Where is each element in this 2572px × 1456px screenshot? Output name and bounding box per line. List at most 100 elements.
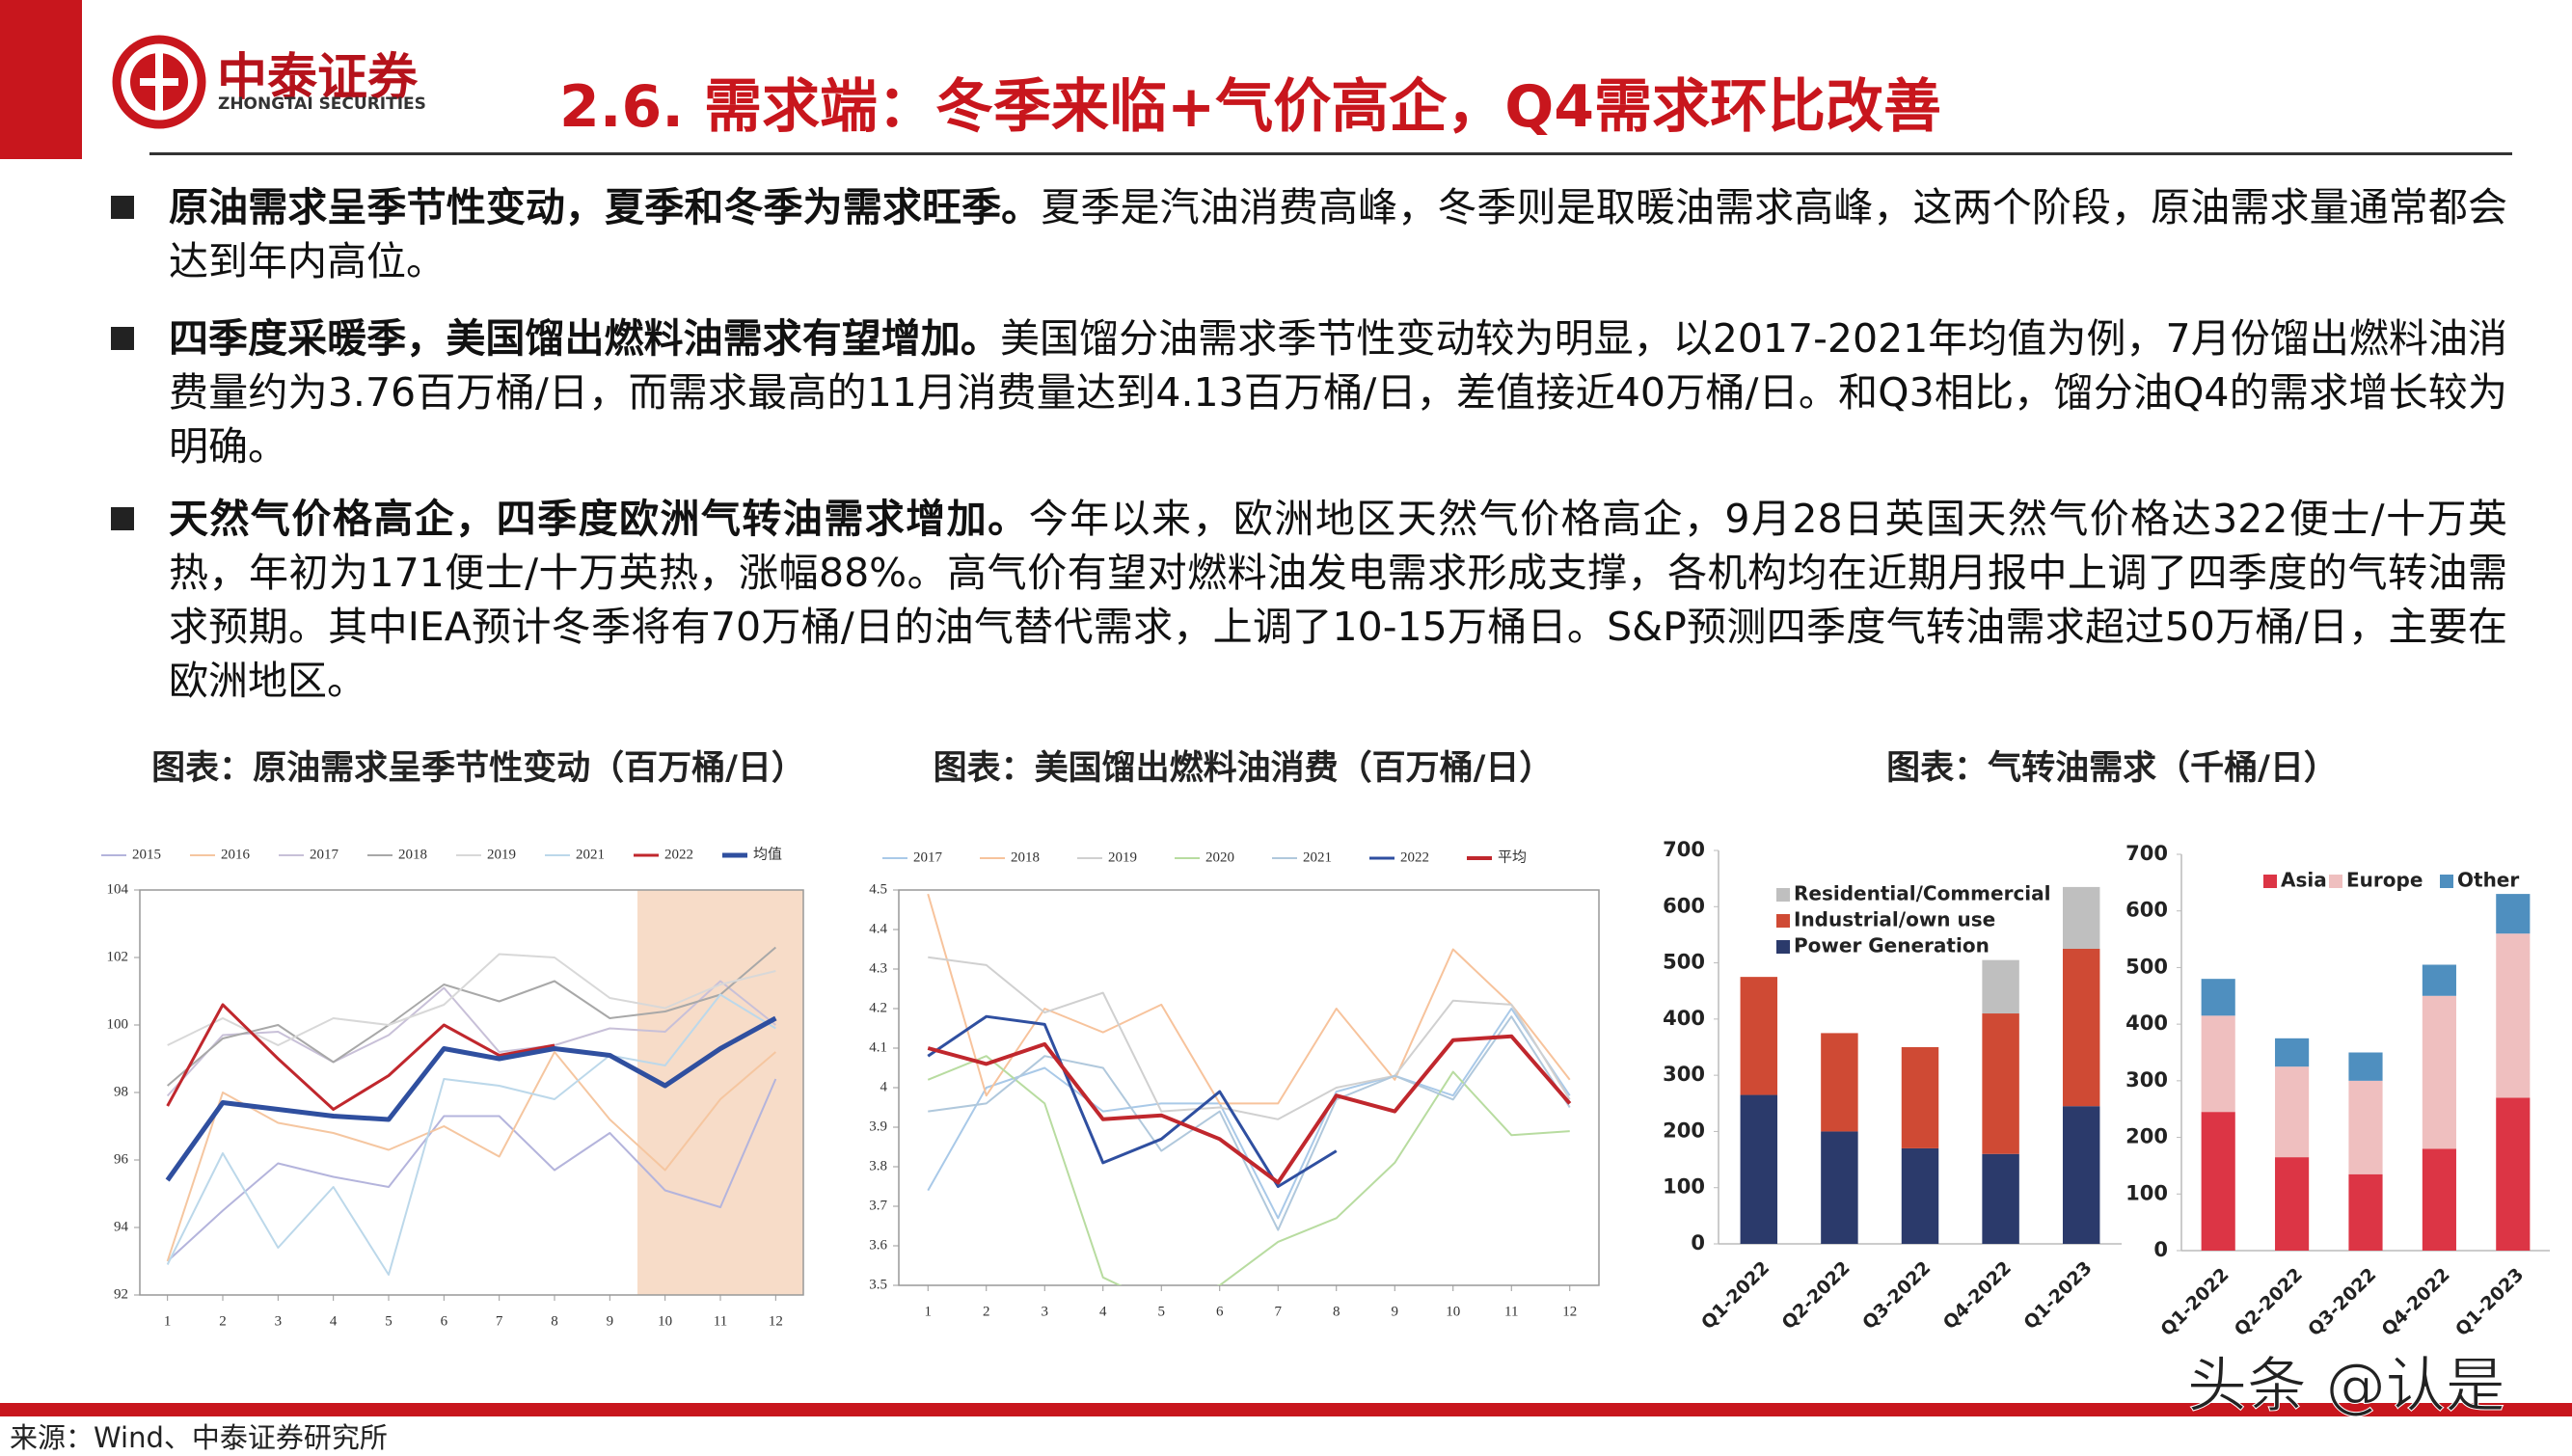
- x-tick-label: 7: [496, 1313, 503, 1329]
- chart-title: 图表：美国馏出燃料油消费（百万桶/日）: [934, 749, 1554, 788]
- x-tick-label: 10: [1446, 1304, 1460, 1319]
- x-tick-label: Q3-2022: [1858, 1257, 1935, 1334]
- x-tick-label: 6: [1216, 1304, 1224, 1319]
- bar-segment: [1740, 1094, 1778, 1244]
- y-tick-label: 94: [114, 1219, 129, 1234]
- y-tick-label: 98: [114, 1084, 128, 1099]
- x-tick-label: Q1-2023: [2451, 1264, 2528, 1340]
- y-tick-label: 300: [1663, 1063, 1705, 1086]
- y-tick-label: 700: [1663, 838, 1705, 861]
- y-tick-label: 200: [1663, 1119, 1705, 1142]
- legend-label: 2018: [1011, 849, 1040, 865]
- legend-label: Other: [2457, 869, 2519, 892]
- legend-label: 2019: [487, 847, 516, 862]
- chart-title: 图表：气转油需求（千桶/日）: [1886, 749, 2338, 788]
- x-tick-label: 3: [1042, 1304, 1049, 1319]
- bar-segment: [1821, 1131, 1858, 1244]
- x-tick-label: 8: [551, 1313, 558, 1329]
- legend-label: 2017: [310, 847, 339, 862]
- series-line: [167, 946, 776, 1087]
- series-line: [927, 1034, 1572, 1185]
- x-tick-label: Q4-2022: [1939, 1257, 2016, 1334]
- y-tick-label: 104: [107, 881, 129, 897]
- legend-swatch: [2440, 875, 2453, 888]
- watermark: 头条 @认是: [2187, 1350, 2506, 1421]
- bar-segment: [2275, 1038, 2310, 1067]
- x-tick-label: 2: [219, 1313, 227, 1329]
- x-tick-label: 3: [275, 1313, 283, 1329]
- bar-segment: [2201, 979, 2235, 1016]
- legend-label: 2018: [398, 847, 427, 862]
- bar-segment: [2201, 1112, 2235, 1251]
- bar-segment: [2062, 949, 2100, 1107]
- bullet: 原油需求呈季节性变动，夏季和冬季为需求旺季。夏季是汽油消费高峰，冬季则是取暖油需…: [111, 180, 2507, 288]
- legend-label: 2019: [1108, 849, 1137, 865]
- y-tick-label: 3.6: [869, 1237, 887, 1253]
- bullet-lead: 四季度采暖季，美国馏出燃料油需求有望增加。: [169, 315, 1000, 362]
- legend-label: 2021: [1303, 849, 1332, 865]
- bar-segment: [1821, 1033, 1858, 1132]
- bar-segment: [2496, 1097, 2531, 1251]
- bar-segment: [2275, 1157, 2310, 1251]
- legend-swatch: [1776, 888, 1790, 902]
- bar-segment: [2422, 995, 2456, 1149]
- bar-segment: [2496, 933, 2531, 1098]
- x-tick-label: 4: [1099, 1304, 1107, 1319]
- y-tick-label: 0: [1691, 1231, 1705, 1254]
- y-tick-label: 600: [2125, 899, 2168, 922]
- y-tick-label: 102: [107, 949, 129, 964]
- y-tick-label: 600: [1663, 894, 1705, 917]
- x-tick-label: Q2-2022: [2231, 1264, 2307, 1340]
- y-tick-label: 96: [114, 1151, 129, 1167]
- series-line: [166, 980, 776, 1097]
- legend-label: 2015: [132, 847, 161, 862]
- series-line: [166, 1051, 776, 1262]
- x-tick-label: Q1-2022: [2156, 1264, 2233, 1340]
- y-tick-label: 3.8: [869, 1158, 887, 1173]
- y-tick-label: 100: [107, 1016, 129, 1032]
- x-tick-label: Q3-2022: [2304, 1264, 2380, 1340]
- x-tick-label: Q4-2022: [2378, 1264, 2454, 1340]
- header-bar: [0, 0, 82, 159]
- bar-segment: [2348, 1052, 2383, 1081]
- bar-segment: [1740, 977, 1778, 1095]
- y-tick-label: 200: [2125, 1125, 2168, 1148]
- x-tick-label: Q1-2023: [2019, 1257, 2096, 1334]
- y-tick-label: 3.7: [869, 1198, 887, 1213]
- legend-label: Power Generation: [1794, 934, 1990, 957]
- bar-segment: [2062, 886, 2100, 949]
- y-tick-label: 4.1: [869, 1039, 887, 1055]
- legend-label: 平均: [1498, 849, 1527, 865]
- legend-swatch: [1776, 914, 1790, 928]
- legend-label: Asia: [2281, 869, 2327, 892]
- y-tick-label: 3.9: [869, 1119, 887, 1134]
- y-tick-label: 100: [1663, 1175, 1705, 1199]
- header-rule: [149, 152, 2512, 155]
- legend-label: 2017: [913, 849, 943, 865]
- series-line: [166, 1003, 555, 1111]
- x-tick-label: 8: [1333, 1304, 1340, 1319]
- y-tick-label: 400: [2125, 1011, 2168, 1035]
- logo-icon: [112, 35, 206, 129]
- y-tick-label: 500: [2125, 955, 2168, 978]
- y-tick-label: 4.3: [869, 960, 887, 976]
- bar-segment: [1982, 1153, 2019, 1244]
- bar-segment: [1982, 1013, 2019, 1154]
- legend-label: 2021: [576, 847, 605, 862]
- legend-label: Europe: [2346, 869, 2423, 892]
- series-line: [166, 993, 776, 1276]
- y-tick-label: 4.4: [869, 921, 887, 936]
- x-tick-label: 11: [1504, 1304, 1518, 1319]
- x-tick-label: 2: [983, 1304, 990, 1319]
- x-tick-label: 4: [330, 1313, 338, 1329]
- bar-segment: [1982, 959, 2019, 1014]
- highlight: [637, 890, 803, 1295]
- x-tick-label: 5: [1158, 1304, 1166, 1319]
- bar-segment: [1901, 1047, 1939, 1148]
- logo-sub: ZHONGTAI SECURITIES: [218, 94, 426, 114]
- series-line: [927, 1055, 1570, 1285]
- y-tick-label: 4: [880, 1079, 888, 1094]
- bar-segment: [2348, 1173, 2383, 1251]
- y-tick-label: 500: [1663, 951, 1705, 974]
